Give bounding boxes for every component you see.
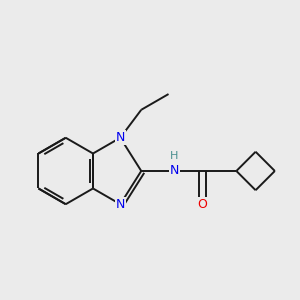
Text: N: N bbox=[116, 198, 125, 211]
Text: N: N bbox=[170, 164, 179, 178]
Text: N: N bbox=[116, 131, 125, 144]
Text: H: H bbox=[170, 151, 179, 161]
Text: O: O bbox=[197, 198, 207, 211]
